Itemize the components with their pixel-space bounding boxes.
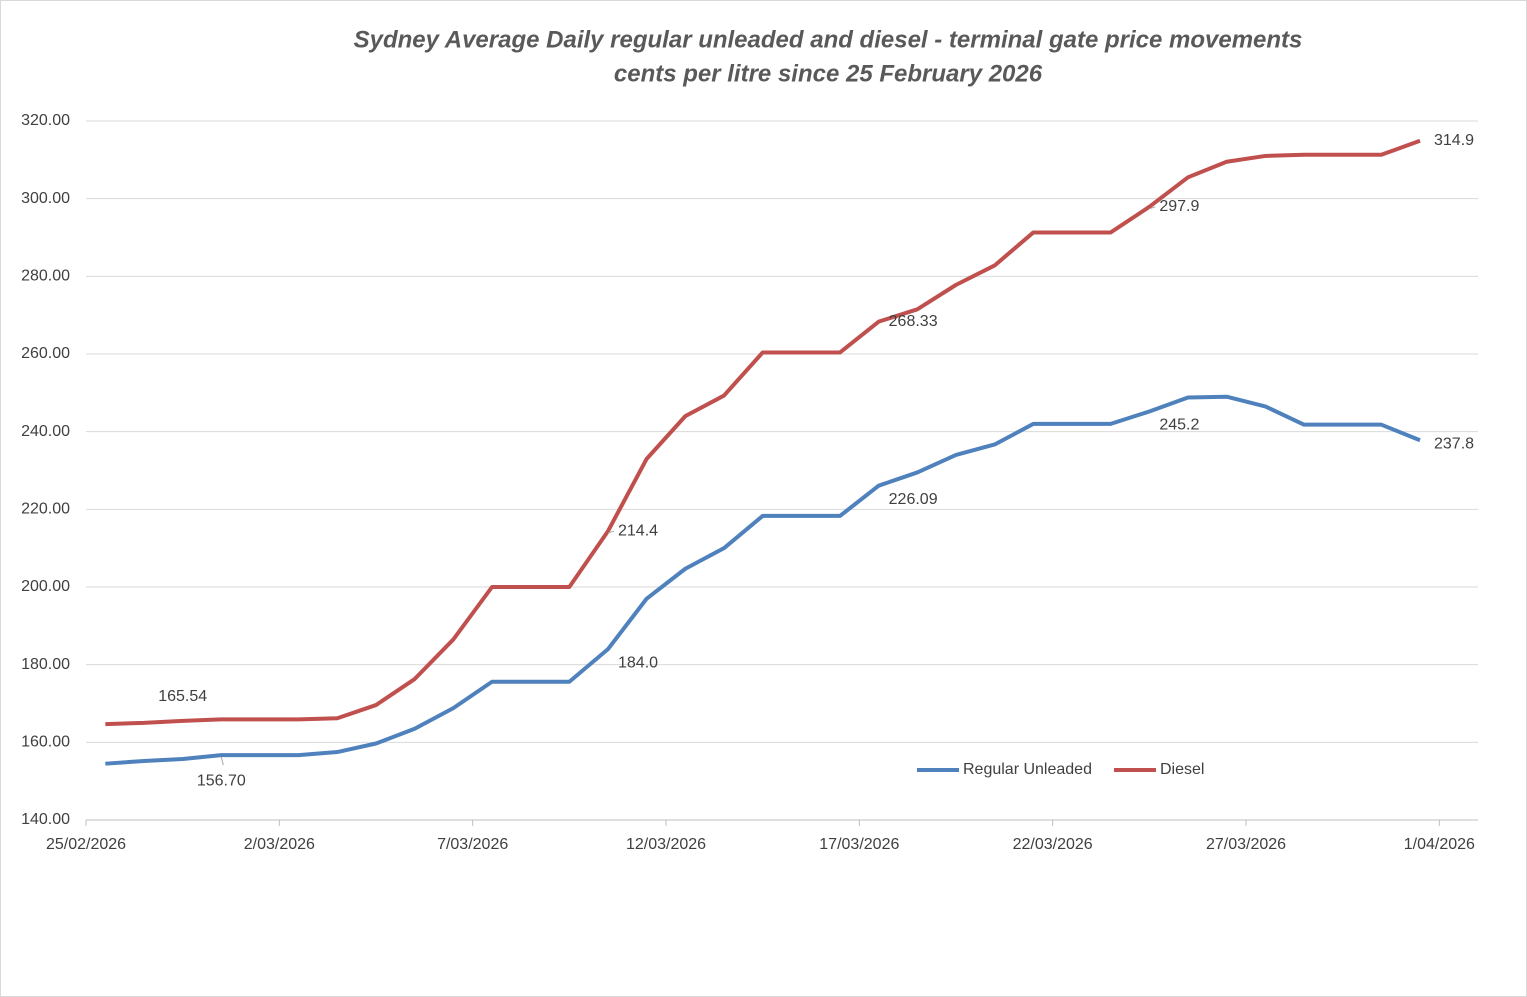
- y-tick-label: 280.00: [21, 268, 70, 285]
- x-tick-label: 12/03/2026: [626, 836, 706, 853]
- data-label: 156.70: [197, 772, 246, 789]
- series-line: [105, 394, 1421, 766]
- y-tick-label: 140.00: [21, 811, 70, 828]
- x-tick-label: 22/03/2026: [1013, 836, 1093, 853]
- leader-line: [1149, 206, 1156, 210]
- x-tick-label: 7/03/2026: [437, 836, 508, 853]
- x-tick-label: 25/02/2026: [46, 836, 126, 853]
- data-label: 245.2: [1159, 417, 1199, 434]
- legend-label: Regular Unleaded: [963, 761, 1092, 778]
- chart-title: Sydney Average Daily regular unleaded an…: [354, 26, 1303, 53]
- y-tick-label: 180.00: [21, 656, 70, 673]
- data-label: 165.54: [158, 688, 207, 705]
- series-line: [105, 138, 1421, 727]
- x-tick-label: 2/03/2026: [244, 836, 315, 853]
- x-tick-label: 17/03/2026: [819, 836, 899, 853]
- data-label: 297.9: [1159, 198, 1199, 215]
- y-tick-label: 200.00: [21, 578, 70, 595]
- chart-subtitle: cents per litre since 25 February 2026: [614, 60, 1043, 87]
- y-tick-label: 240.00: [21, 423, 70, 440]
- data-label: 268.33: [889, 313, 938, 330]
- y-tick-label: 300.00: [21, 190, 70, 207]
- leader-line: [220, 757, 224, 766]
- y-tick-label: 160.00: [21, 734, 70, 751]
- y-tick-label: 260.00: [21, 345, 70, 362]
- y-tick-label: 220.00: [21, 501, 70, 518]
- x-tick-label: 27/03/2026: [1206, 836, 1286, 853]
- data-label: 314.9: [1434, 132, 1474, 149]
- y-tick-label: 320.00: [21, 112, 70, 129]
- data-label: 214.4: [618, 522, 658, 539]
- x-tick-label: 1/04/2026: [1404, 836, 1475, 853]
- data-label: 226.09: [889, 491, 938, 508]
- leader-line: [607, 530, 615, 534]
- data-label: 237.8: [1434, 435, 1474, 452]
- data-label: 184.0: [618, 654, 658, 671]
- legend-label: Diesel: [1160, 761, 1204, 778]
